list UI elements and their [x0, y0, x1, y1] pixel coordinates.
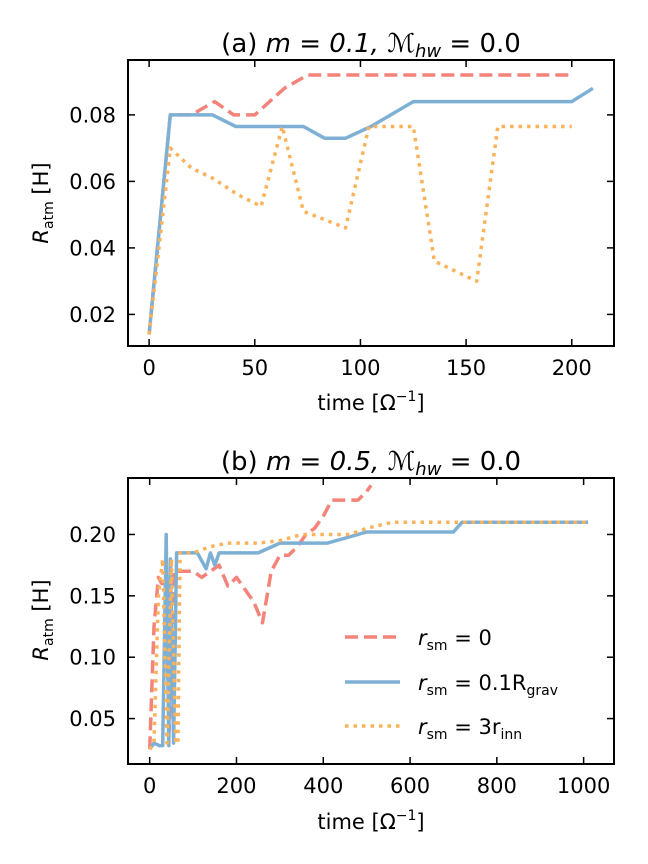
panel-a-frame	[127, 59, 615, 347]
panel-b-series	[147, 484, 588, 751]
y-tick-label: 0.06	[69, 170, 116, 194]
panel-b-series-dashed	[147, 484, 373, 750]
x-tick-label: 0	[142, 356, 155, 380]
x-tick-label: 600	[390, 774, 430, 798]
panel-b-xlabel: time [Ω−1]	[317, 808, 424, 834]
panel-a-xlabel: time [Ω−1]	[317, 389, 424, 415]
panel-b-title: (b) m = 0.5, ℳhw = 0.0	[221, 447, 521, 480]
panel-a-series-dashed	[147, 73, 572, 335]
legend-label-rsm-grav: rsm = 0.1Rgrav	[418, 671, 558, 699]
x-tick-label: 200	[552, 356, 592, 380]
panel-b-ticks: 0 200 400 600 800 1000 0.05 0.10 0.15 0.20	[69, 478, 614, 798]
x-tick-label: 200	[216, 774, 256, 798]
panel-b-frame	[127, 477, 615, 765]
x-tick-label: 1000	[557, 774, 610, 798]
panel-a-series	[147, 73, 594, 335]
y-tick-label: 0.05	[69, 707, 116, 731]
panel-a-ticks: 0 50 100 150 200 0.02 0.04 0.06 0.08	[69, 60, 614, 380]
panel-b: (b) m = 0.5, ℳhw = 0.0 0 200 400 600 800 1000…	[29, 447, 615, 834]
y-tick-label: 0.04	[69, 236, 116, 260]
panel-a-title: (a) m = 0.1, ℳhw = 0.0	[221, 29, 521, 62]
x-tick-label: 50	[241, 356, 268, 380]
y-tick-label: 0.10	[69, 646, 116, 670]
x-tick-label: 150	[446, 356, 486, 380]
legend: rsm = 0 rsm = 0.1Rgrav rsm = 3rinn	[345, 626, 558, 743]
panel-a-series-dotted	[147, 124, 572, 335]
panel-a-series-solid	[147, 86, 594, 335]
y-tick-label: 0.08	[69, 103, 116, 127]
panel-a-ylabel: Ratm [H]	[29, 162, 57, 243]
y-tick-label: 0.20	[69, 523, 116, 547]
x-tick-label: 400	[303, 774, 343, 798]
legend-label-rsm-0: rsm = 0	[418, 626, 492, 654]
x-tick-label: 0	[143, 774, 156, 798]
panel-a: (a) m = 0.1, ℳhw = 0.0 0 50 100 150 2000.020…	[29, 29, 615, 415]
panel-b-ylabel: Ratm [H]	[29, 579, 57, 660]
y-tick-label: 0.15	[69, 584, 116, 608]
x-tick-label: 100	[340, 356, 380, 380]
x-tick-label: 800	[477, 774, 517, 798]
y-tick-label: 0.02	[69, 303, 116, 327]
legend-label-rsm-inn: rsm = 3rinn	[418, 715, 522, 743]
